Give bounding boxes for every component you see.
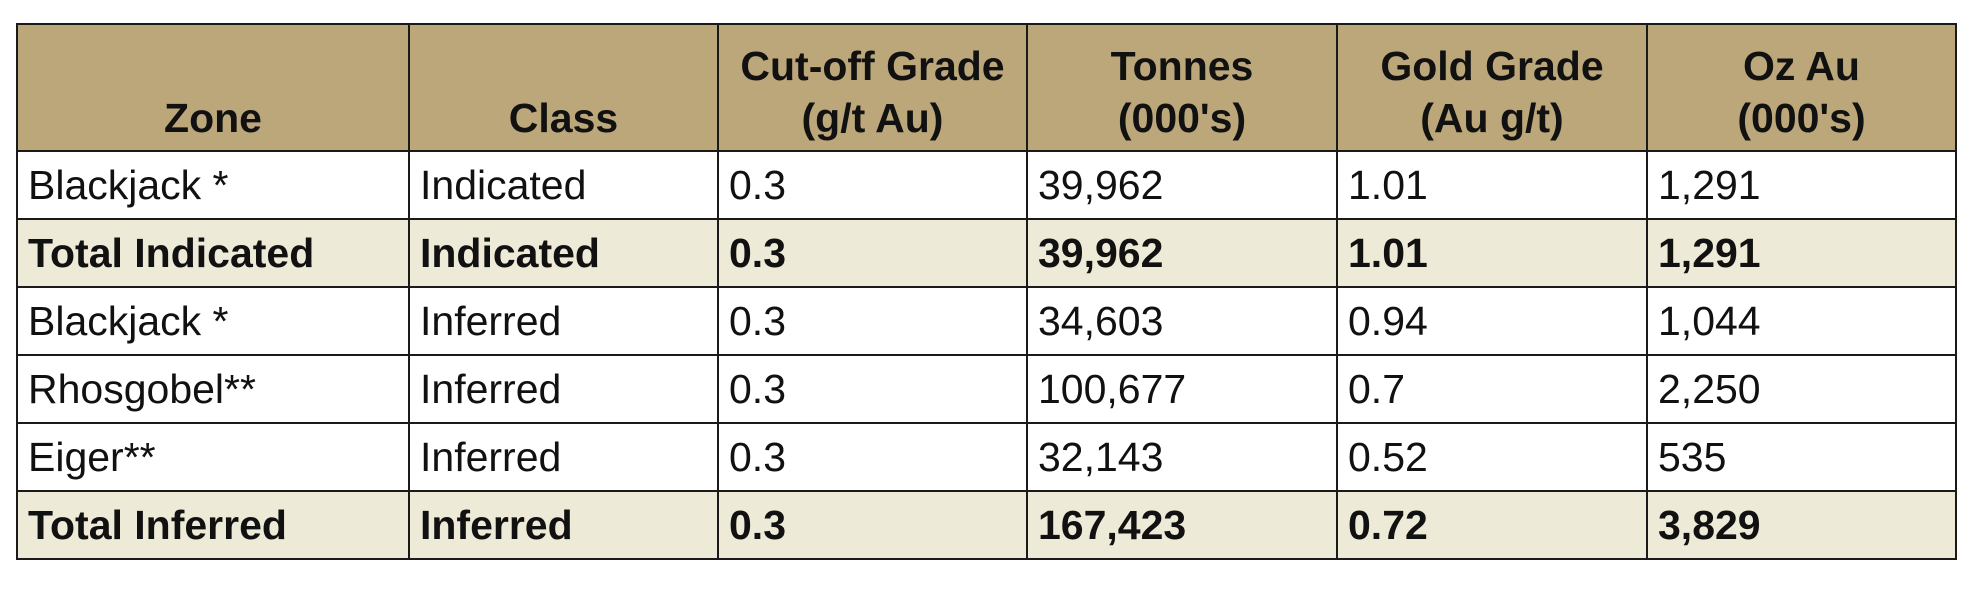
cell-oz-au: 2,250 (1646, 354, 1957, 424)
column-header-line: Tonnes (1110, 43, 1254, 89)
table-row: Eiger** Inferred 0.3 32,143 0.52 535 (16, 422, 1957, 492)
cell-gold-grade: 0.7 (1336, 354, 1648, 424)
cell-zone: Rhosgobel** (16, 354, 410, 424)
cell-class: Inferred (408, 286, 719, 356)
table-row: Rhosgobel** Inferred 0.3 100,677 0.7 2,2… (16, 354, 1957, 424)
column-header-unit: (000's) (1737, 95, 1866, 141)
cell-cutoff-grade: 0.3 (717, 490, 1028, 560)
cell-tonnes: 100,677 (1026, 354, 1338, 424)
cell-cutoff-grade: 0.3 (717, 354, 1028, 424)
cell-class: Inferred (408, 354, 719, 424)
cell-cutoff-grade: 0.3 (717, 150, 1028, 220)
column-header-line: Class (508, 95, 619, 141)
cell-gold-grade: 0.72 (1336, 490, 1648, 560)
column-header-class: Class (408, 23, 719, 152)
table-row: Blackjack * Inferred 0.3 34,603 0.94 1,0… (16, 286, 1957, 356)
mineral-resource-table: Zone Class Cut-off Grade (g/t Au) Tonnes… (16, 23, 1957, 560)
cell-tonnes: 39,962 (1026, 218, 1338, 288)
total-row: Total Indicated Indicated 0.3 39,962 1.0… (16, 218, 1957, 288)
column-header-zone: Zone (16, 23, 410, 152)
cell-oz-au: 1,291 (1646, 150, 1957, 220)
cell-zone: Blackjack * (16, 150, 410, 220)
column-header-line: Oz Au (1743, 43, 1860, 89)
cell-cutoff-grade: 0.3 (717, 218, 1028, 288)
cell-class: Inferred (408, 422, 719, 492)
table-header: Zone Class Cut-off Grade (g/t Au) Tonnes… (16, 23, 1957, 152)
cell-class: Indicated (408, 218, 719, 288)
cell-class: Indicated (408, 150, 719, 220)
cell-gold-grade: 1.01 (1336, 218, 1648, 288)
cell-zone: Total Inferred (16, 490, 410, 560)
column-header-line: Zone (164, 95, 262, 141)
column-header-line: Cut-off Grade (740, 43, 1005, 89)
cell-tonnes: 32,143 (1026, 422, 1338, 492)
cell-tonnes: 34,603 (1026, 286, 1338, 356)
cell-cutoff-grade: 0.3 (717, 286, 1028, 356)
table-body: Blackjack * Indicated 0.3 39,962 1.01 1,… (16, 150, 1957, 560)
cell-gold-grade: 0.52 (1336, 422, 1648, 492)
header-row: Zone Class Cut-off Grade (g/t Au) Tonnes… (16, 23, 1957, 152)
column-header-tonnes: Tonnes (000's) (1026, 23, 1338, 152)
cell-oz-au: 535 (1646, 422, 1957, 492)
cell-oz-au: 1,291 (1646, 218, 1957, 288)
cell-cutoff-grade: 0.3 (717, 422, 1028, 492)
column-header-line: Gold Grade (1380, 43, 1604, 89)
cell-gold-grade: 1.01 (1336, 150, 1648, 220)
column-header-unit: (Au g/t) (1420, 95, 1564, 141)
cell-gold-grade: 0.94 (1336, 286, 1648, 356)
cell-tonnes: 167,423 (1026, 490, 1338, 560)
column-header-cutoff-grade: Cut-off Grade (g/t Au) (717, 23, 1028, 152)
table-row: Blackjack * Indicated 0.3 39,962 1.01 1,… (16, 150, 1957, 220)
cell-zone: Blackjack * (16, 286, 410, 356)
column-header-gold-grade: Gold Grade (Au g/t) (1336, 23, 1648, 152)
cell-zone: Eiger** (16, 422, 410, 492)
column-header-oz-au: Oz Au (000's) (1646, 23, 1957, 152)
cell-oz-au: 3,829 (1646, 490, 1957, 560)
cell-class: Inferred (408, 490, 719, 560)
column-header-unit: (000's) (1117, 95, 1247, 141)
cell-tonnes: 39,962 (1026, 150, 1338, 220)
column-header-unit: (g/t Au) (801, 95, 944, 141)
cell-zone: Total Indicated (16, 218, 410, 288)
total-row: Total Inferred Inferred 0.3 167,423 0.72… (16, 490, 1957, 560)
cell-oz-au: 1,044 (1646, 286, 1957, 356)
